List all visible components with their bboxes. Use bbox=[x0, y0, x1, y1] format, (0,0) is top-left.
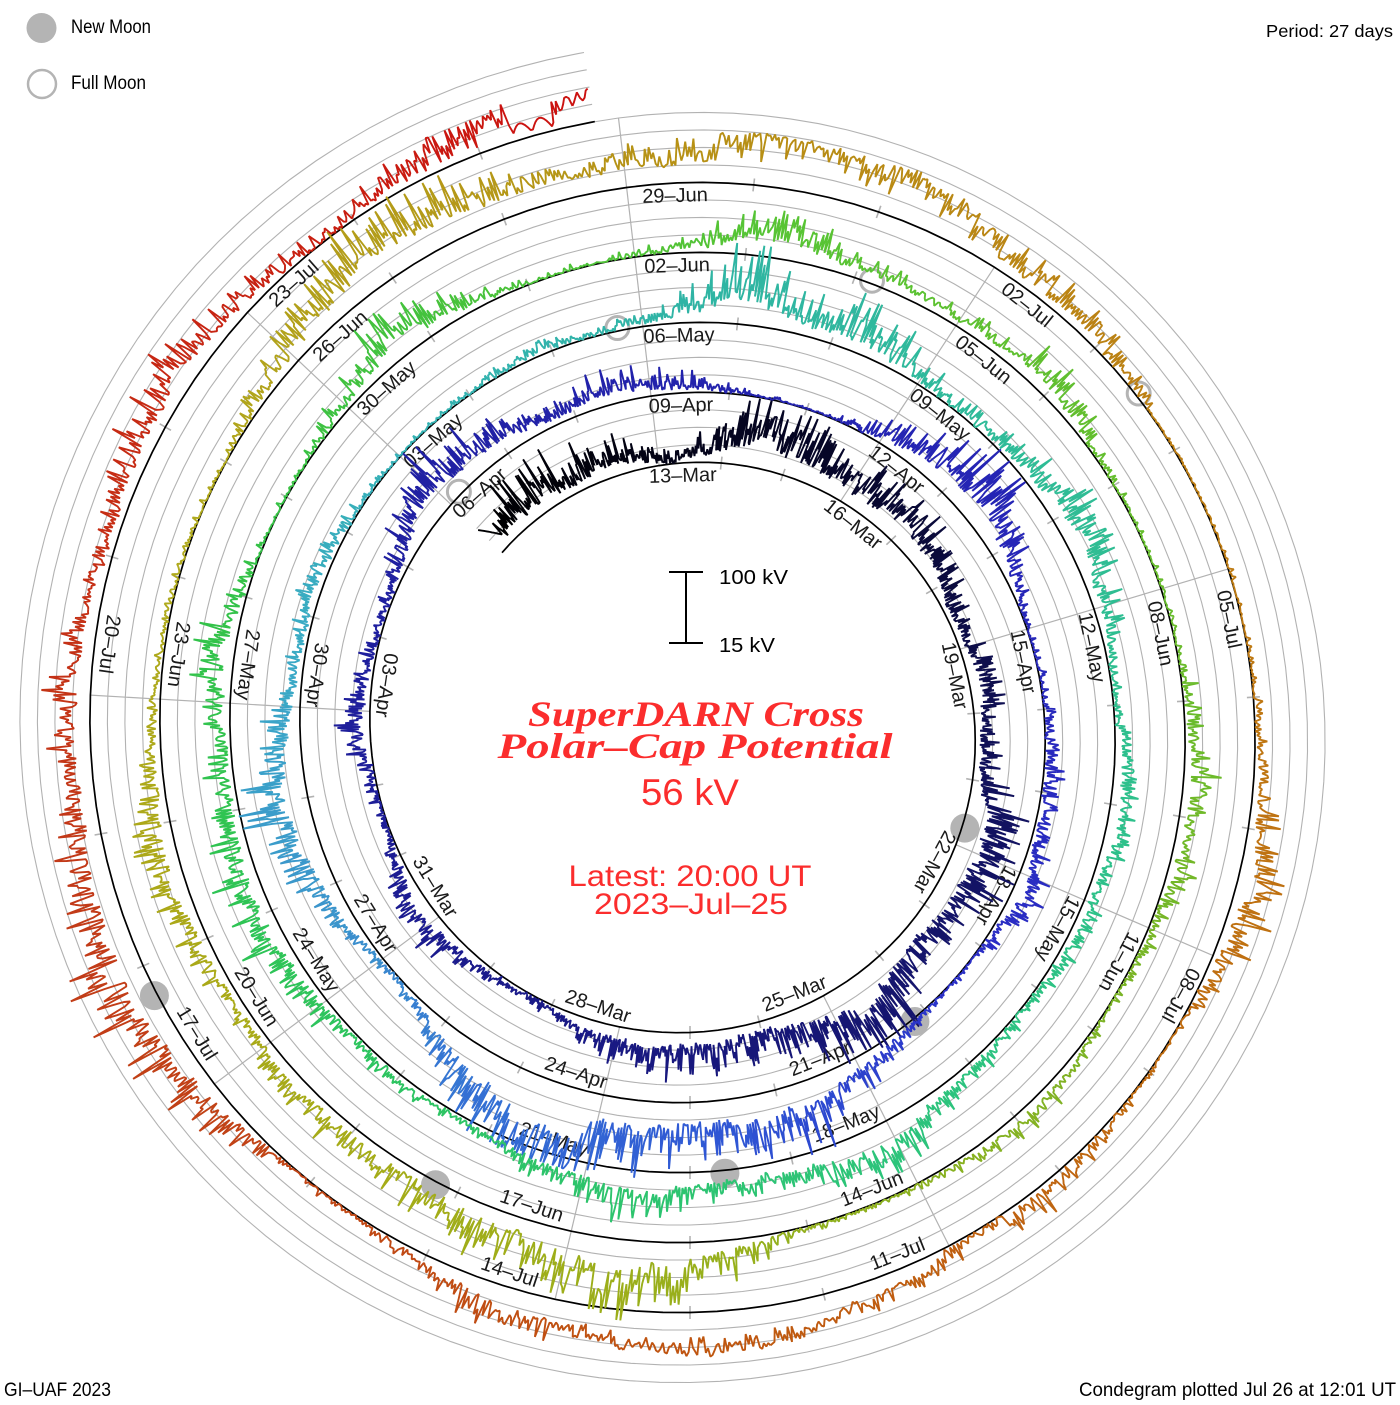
svg-text:02–Jun: 02–Jun bbox=[644, 254, 710, 278]
svg-text:Period: 27 days: Period: 27 days bbox=[1266, 21, 1393, 41]
svg-text:GI–UAF 2023: GI–UAF 2023 bbox=[4, 1379, 111, 1400]
svg-text:15 kV: 15 kV bbox=[719, 635, 776, 657]
svg-text:09–Apr: 09–Apr bbox=[648, 394, 713, 418]
svg-text:Polar–Cap Potential: Polar–Cap Potential bbox=[496, 726, 892, 766]
svg-text:Full Moon: Full Moon bbox=[71, 72, 146, 94]
svg-text:29–Jun: 29–Jun bbox=[642, 184, 708, 208]
svg-text:13–Mar: 13–Mar bbox=[649, 464, 718, 488]
svg-text:SuperDARN Cross: SuperDARN Cross bbox=[528, 694, 864, 734]
svg-text:56 kV: 56 kV bbox=[641, 772, 739, 813]
svg-text:Condegram plotted Jul 26 at 12: Condegram plotted Jul 26 at 12:01 UT bbox=[1079, 1379, 1396, 1400]
svg-text:New Moon: New Moon bbox=[71, 16, 151, 38]
svg-text:Latest: 20:00 UT: Latest: 20:00 UT bbox=[569, 860, 812, 893]
svg-text:100 kV: 100 kV bbox=[719, 567, 789, 589]
svg-text:06–May: 06–May bbox=[643, 324, 715, 348]
svg-text:2023–Jul–25: 2023–Jul–25 bbox=[594, 888, 788, 921]
